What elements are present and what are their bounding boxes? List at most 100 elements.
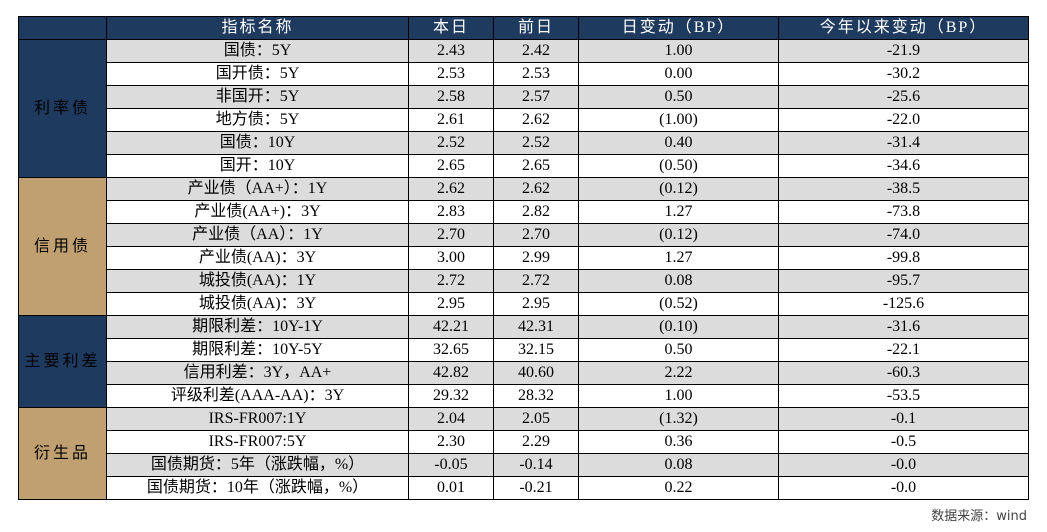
header-previous: 前日 bbox=[493, 16, 579, 40]
header-ytd-change: 今年以来变动（BP） bbox=[778, 16, 1029, 40]
table-row: 衍生品 IRS-FR007:1Y 2.04 2.05 (1.32) -0.1 bbox=[18, 407, 1029, 500]
ytd-change-cell: -22.0 bbox=[778, 108, 1029, 132]
daily-change-cell: 0.50 bbox=[578, 338, 779, 362]
ytd-change-cell: -125.6 bbox=[778, 292, 1029, 316]
indicator-name-cell: 产业债(AA)：3Y bbox=[106, 246, 409, 270]
table-row: 地方债：5Y 2.61 2.62 (1.00) -22.0 bbox=[19, 108, 1029, 132]
previous-value-cell: 2.82 bbox=[493, 200, 579, 224]
today-value-cell: 0.01 bbox=[408, 476, 494, 500]
daily-change-cell: 2.22 bbox=[578, 361, 779, 385]
ytd-change-cell: -34.6 bbox=[778, 154, 1029, 178]
today-value-cell: 2.04 bbox=[408, 407, 494, 431]
today-value-cell: 2.43 bbox=[408, 39, 494, 63]
today-value-cell: 2.70 bbox=[408, 223, 494, 247]
indicator-name-cell: IRS-FR007:1Y bbox=[106, 407, 409, 431]
table-row: 国债期货：5年（涨跌幅，%） -0.05 -0.14 0.08 -0.0 bbox=[19, 453, 1029, 477]
table-row: 利率债 国债：5Y 2.43 2.42 1.00 -21.9 bbox=[18, 39, 1029, 178]
daily-change-cell: 0.00 bbox=[578, 62, 779, 86]
indicator-name-cell: 国债期货：5年（涨跌幅，%） bbox=[106, 453, 409, 477]
today-value-cell: 2.83 bbox=[408, 200, 494, 224]
today-value-cell: 2.61 bbox=[408, 108, 494, 132]
indicator-name-cell: 国开：10Y bbox=[106, 154, 409, 178]
daily-change-cell: (0.52) bbox=[578, 292, 779, 316]
category-label: 衍生品 bbox=[18, 407, 107, 500]
table-row: 主要利差 期限利差：10Y-1Y 42.21 42.31 (0.10) -31.6 bbox=[18, 315, 1029, 408]
table-row: 产业债（AA）：1Y 2.70 2.70 (0.12) -74.0 bbox=[19, 223, 1029, 247]
indicator-name-cell: 期限利差：10Y-1Y bbox=[106, 315, 409, 339]
daily-change-cell: 1.27 bbox=[578, 246, 779, 270]
ytd-change-cell: -74.0 bbox=[778, 223, 1029, 247]
indicator-name-cell: 信用利差：3Y，AA+ bbox=[106, 361, 409, 385]
ytd-change-cell: -53.5 bbox=[778, 384, 1029, 408]
today-value-cell: 3.00 bbox=[408, 246, 494, 270]
table-row: 城投债(AA)：1Y 2.72 2.72 0.08 -95.7 bbox=[19, 269, 1029, 293]
ytd-change-cell: -95.7 bbox=[778, 269, 1029, 293]
today-value-cell: 2.52 bbox=[408, 131, 494, 155]
category-label: 利率债 bbox=[18, 39, 107, 178]
table-row: 评级利差(AAA-AA)：3Y 29.32 28.32 1.00 -53.5 bbox=[19, 384, 1029, 408]
previous-value-cell: 2.65 bbox=[493, 154, 579, 178]
today-value-cell: 2.62 bbox=[408, 177, 494, 201]
today-value-cell: 2.65 bbox=[408, 154, 494, 178]
indicator-name-cell: 城投债(AA)：3Y bbox=[106, 292, 409, 316]
previous-value-cell: 2.62 bbox=[493, 108, 579, 132]
table-row: 国债期货：10年（涨跌幅，%） 0.01 -0.21 0.22 -0.0 bbox=[19, 476, 1029, 500]
bond-market-table: 指标名称 本日 前日 日变动（BP） 今年以来变动（BP） 利率债 国债：5Y 2.… bbox=[18, 16, 1029, 500]
header-category bbox=[18, 16, 107, 40]
today-value-cell: 2.72 bbox=[408, 269, 494, 293]
indicator-name-cell: 地方债：5Y bbox=[106, 108, 409, 132]
previous-value-cell: 2.99 bbox=[493, 246, 579, 270]
today-value-cell: 42.82 bbox=[408, 361, 494, 385]
ytd-change-cell: -0.1 bbox=[778, 407, 1029, 431]
daily-change-cell: (0.10) bbox=[578, 315, 779, 339]
indicator-name-cell: 产业债(AA+)：3Y bbox=[106, 200, 409, 224]
table-row: 信用债 产业债（AA+）：1Y 2.62 2.62 (0.12) -38.5 bbox=[18, 177, 1029, 316]
daily-change-cell: 0.08 bbox=[578, 269, 779, 293]
ytd-change-cell: -21.9 bbox=[778, 39, 1029, 63]
previous-value-cell: -0.21 bbox=[493, 476, 579, 500]
indicator-name-cell: 期限利差：10Y-5Y bbox=[106, 338, 409, 362]
ytd-change-cell: -31.6 bbox=[778, 315, 1029, 339]
ytd-change-cell: -22.1 bbox=[778, 338, 1029, 362]
previous-value-cell: 32.15 bbox=[493, 338, 579, 362]
daily-change-cell: (1.00) bbox=[578, 108, 779, 132]
table-row: 信用利差：3Y，AA+ 42.82 40.60 2.22 -60.3 bbox=[19, 361, 1029, 385]
indicator-name-cell: 评级利差(AAA-AA)：3Y bbox=[106, 384, 409, 408]
table-row: 国开：10Y 2.65 2.65 (0.50) -34.6 bbox=[19, 154, 1029, 178]
table-row: 国开债：5Y 2.53 2.53 0.00 -30.2 bbox=[19, 62, 1029, 86]
table-row: 产业债(AA)：3Y 3.00 2.99 1.27 -99.8 bbox=[19, 246, 1029, 270]
header-indicator-name: 指标名称 bbox=[106, 16, 409, 40]
daily-change-cell: 0.40 bbox=[578, 131, 779, 155]
previous-value-cell: 2.52 bbox=[493, 131, 579, 155]
indicator-name-cell: 产业债（AA+）：1Y bbox=[106, 177, 409, 201]
previous-value-cell: 28.32 bbox=[493, 384, 579, 408]
ytd-change-cell: -60.3 bbox=[778, 361, 1029, 385]
previous-value-cell: 2.62 bbox=[493, 177, 579, 201]
daily-change-cell: 0.08 bbox=[578, 453, 779, 477]
daily-change-cell: (1.32) bbox=[578, 407, 779, 431]
daily-change-cell: 1.00 bbox=[578, 39, 779, 63]
table-row: 非国开：5Y 2.58 2.57 0.50 -25.6 bbox=[19, 85, 1029, 109]
daily-change-cell: 0.36 bbox=[578, 430, 779, 454]
indicator-name-cell: IRS-FR007:5Y bbox=[106, 430, 409, 454]
indicator-name-cell: 国债：10Y bbox=[106, 131, 409, 155]
daily-change-cell: 0.22 bbox=[578, 476, 779, 500]
table-row: IRS-FR007:5Y 2.30 2.29 0.36 -0.5 bbox=[19, 430, 1029, 454]
previous-value-cell: -0.14 bbox=[493, 453, 579, 477]
today-value-cell: 32.65 bbox=[408, 338, 494, 362]
ytd-change-cell: -73.8 bbox=[778, 200, 1029, 224]
today-value-cell: 2.58 bbox=[408, 85, 494, 109]
header-daily-change: 日变动（BP） bbox=[578, 16, 779, 40]
daily-change-cell: 1.27 bbox=[578, 200, 779, 224]
indicator-name-cell: 非国开：5Y bbox=[106, 85, 409, 109]
ytd-change-cell: -38.5 bbox=[778, 177, 1029, 201]
today-value-cell: 42.21 bbox=[408, 315, 494, 339]
header-today: 本日 bbox=[408, 16, 494, 40]
ytd-change-cell: -31.4 bbox=[778, 131, 1029, 155]
daily-change-cell: (0.12) bbox=[578, 223, 779, 247]
daily-change-cell: 1.00 bbox=[578, 384, 779, 408]
previous-value-cell: 2.57 bbox=[493, 85, 579, 109]
ytd-change-cell: -0.0 bbox=[778, 476, 1029, 500]
indicator-name-cell: 国债期货：10年（涨跌幅，%） bbox=[106, 476, 409, 500]
daily-change-cell: (0.50) bbox=[578, 154, 779, 178]
